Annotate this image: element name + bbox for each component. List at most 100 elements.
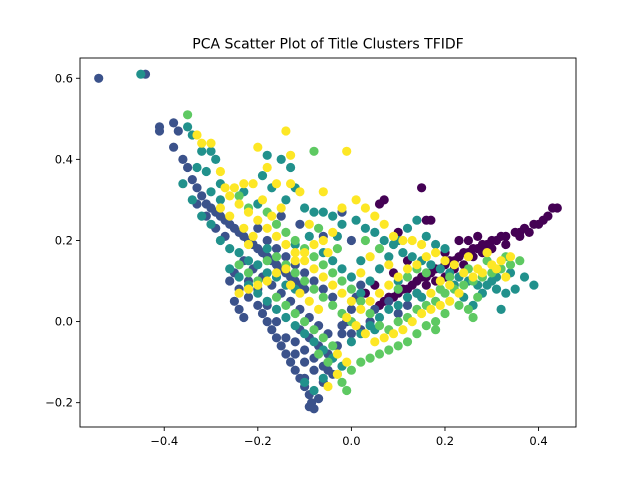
scatter-point [342,357,352,367]
scatter-point [337,203,347,213]
scatter-point [192,130,202,140]
scatter-point [314,394,324,404]
scatter-point [234,288,244,298]
chart-title: PCA Scatter Plot of Title Clusters TFIDF [192,37,463,53]
scatter-point [412,329,422,339]
scatter-point [253,288,263,298]
scatter-point [183,110,193,120]
scatter-point [332,349,342,359]
scatter-point [271,219,282,229]
scatter-point [187,175,197,185]
y-tick-label: 0.4 [55,152,73,166]
scatter-point [440,256,450,266]
scatter-point [281,195,291,205]
scatter-point [337,288,347,298]
scatter-point [215,235,225,246]
scatter-point [496,256,506,266]
scatter-point [309,385,319,396]
scatter-point [281,252,291,262]
scatter-point [253,215,263,225]
scatter-point [276,154,286,164]
scatter-point [402,337,413,347]
scatter-point [473,264,483,274]
scatter-point [323,357,333,367]
scatter-point [370,337,380,347]
scatter-point [136,69,146,79]
scatter-point [337,321,347,331]
scatter-point [384,252,394,262]
scatter-point [309,276,319,286]
scatter-point [286,280,296,290]
scatter-point [281,333,291,343]
x-tick-label: 0.0 [342,434,360,448]
scatter-point [211,154,221,164]
scatter-point [417,292,427,302]
scatter-point [281,300,291,310]
scatter-point [309,252,319,262]
scatter-point [356,280,366,290]
scatter-point [435,276,445,286]
scatter-point [417,183,427,193]
scatter-point [234,191,244,201]
scatter-point [309,365,319,375]
scatter-point [393,272,403,282]
scatter-point [318,207,328,217]
scatter-point [384,345,394,355]
scatter-point [300,268,310,278]
scatter-point [431,239,441,250]
scatter-point [337,219,347,229]
scatter-point [309,146,319,156]
scatter-point [384,296,394,306]
plot-area-frame [79,57,577,428]
scatter-point [290,268,300,278]
scatter-point [276,211,286,221]
scatter-point [328,211,338,221]
scatter-point [309,337,319,347]
scatter-point [328,341,338,351]
scatter-point [225,264,235,274]
scatter-point [445,296,455,306]
scatter-point [253,142,263,152]
scatter-point [529,280,539,290]
scatter-point [262,223,272,233]
scatter-point [262,235,272,246]
scatter-point [440,244,450,254]
scatter-point [318,284,328,294]
scatter-point [449,260,459,270]
scatter-point [421,231,431,241]
scatter-point [388,329,399,339]
scatter-point [388,231,399,241]
scatter-point [94,73,104,83]
scatter-point [215,195,225,205]
scatter-point [197,191,207,201]
scatter-point [234,199,244,209]
scatter-point [173,126,183,136]
scatter-point [318,260,328,270]
scatter-point [271,304,282,314]
scatter-point [328,280,338,290]
scatter-point [220,183,230,193]
scatter-point [183,122,193,132]
scatter-point [337,264,347,274]
scatter-point [300,276,310,286]
scatter-point [300,329,310,339]
scatter-point [290,337,300,347]
scatter-point [290,349,300,359]
scatter-point [337,276,347,286]
x-tick-label: 0.4 [529,434,547,448]
scatter-point [262,150,272,160]
scatter-point [346,296,356,306]
scatter-point [454,288,464,298]
scatter-point [271,268,282,278]
y-axis: −0.2 0.0 0.2 0.4 0.6 [45,71,80,410]
scatter-point [309,239,319,250]
scatter-point [426,260,436,270]
scatter-point [243,207,254,217]
scatter-point [356,296,366,306]
scatter-point [257,171,268,181]
scatter-point [281,227,291,237]
scatter-point [543,211,553,221]
scatter-point [365,252,375,262]
scatter-point [262,268,272,278]
scatter-point [459,280,469,290]
